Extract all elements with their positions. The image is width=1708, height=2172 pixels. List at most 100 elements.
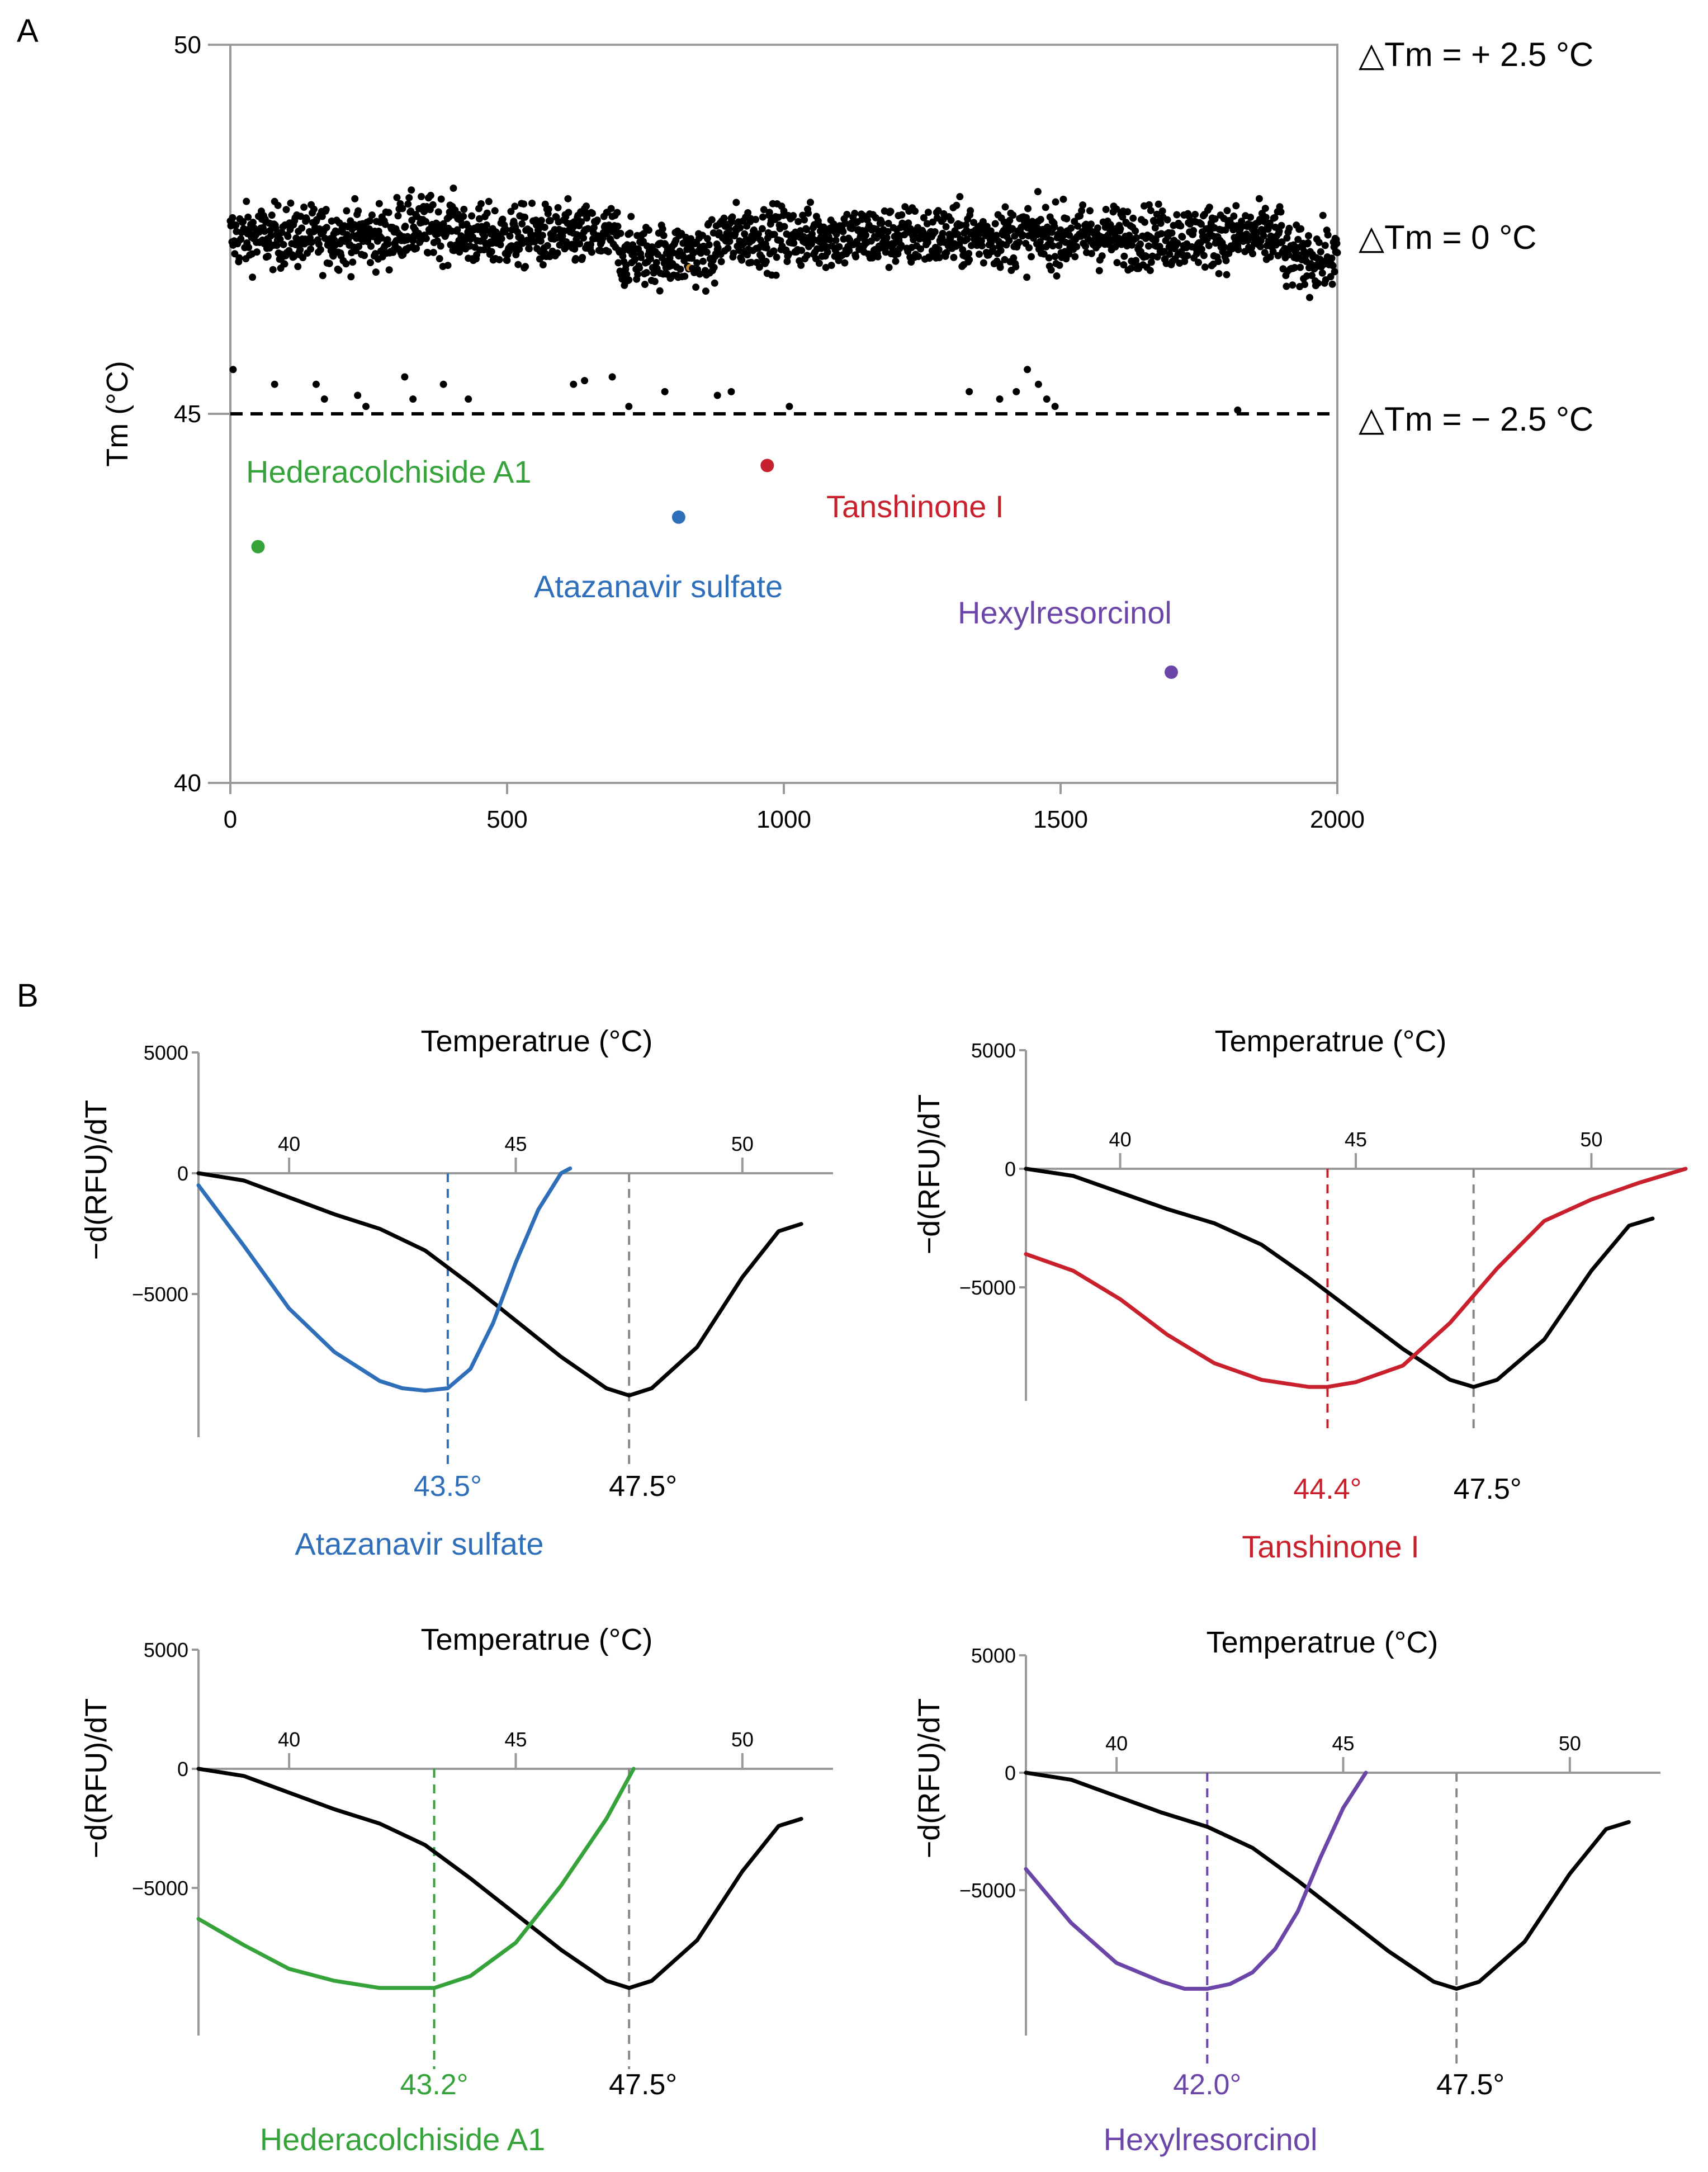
x-tick-label: 0 (224, 806, 237, 833)
data-point (1023, 214, 1030, 221)
data-point (392, 237, 400, 244)
data-point (917, 245, 925, 253)
data-point (1163, 216, 1171, 224)
data-point (959, 246, 967, 254)
data-point (652, 258, 660, 266)
data-point (310, 205, 318, 213)
data-point (965, 249, 973, 257)
data-point (797, 227, 805, 235)
y-tick-label: −5000 (959, 1879, 1016, 1902)
y-tick-label: −5000 (132, 1283, 188, 1306)
data-point (590, 224, 598, 232)
label-hederacolchiside: Hederacolchiside A1 (246, 454, 532, 489)
data-point (539, 261, 547, 268)
data-point (915, 253, 922, 261)
data-point (962, 221, 970, 229)
data-point (1053, 272, 1061, 280)
data-point (1271, 214, 1279, 221)
x-tick-label: 1000 (756, 806, 811, 833)
data-point (623, 271, 631, 278)
data-point (1065, 250, 1073, 258)
data-point (785, 250, 793, 258)
data-point (1142, 252, 1150, 260)
data-point (537, 216, 545, 224)
data-point (805, 209, 812, 217)
data-point (1278, 221, 1285, 229)
data-point (528, 199, 536, 207)
data-point (755, 263, 763, 271)
data-point (1094, 224, 1101, 232)
data-point (482, 221, 490, 229)
data-point (1111, 243, 1119, 251)
data-point (780, 223, 788, 230)
data-point (862, 231, 870, 239)
data-point (1047, 236, 1054, 244)
y-tick-label: −5000 (132, 1877, 188, 1900)
data-point (1113, 259, 1121, 267)
x-tick-label: 40 (1105, 1732, 1128, 1755)
y-tick-label: 50 (174, 31, 201, 59)
subplot-title: Temperatrue (°C) (1207, 1626, 1439, 1659)
data-point (1047, 266, 1055, 274)
data-point (1184, 252, 1191, 259)
data-point (245, 243, 253, 251)
data-point (604, 248, 612, 256)
data-point (815, 259, 823, 267)
x-tick-label: 40 (1109, 1128, 1132, 1151)
subplot-ylabel: −d(RFU)/dT (912, 1698, 946, 1859)
data-point (770, 230, 778, 238)
data-point (835, 243, 843, 251)
compound-name: Hederacolchiside A1 (260, 2122, 546, 2157)
data-point (1256, 243, 1264, 251)
data-point (316, 245, 324, 253)
data-point (711, 279, 718, 287)
data-point (1261, 205, 1269, 213)
data-point (827, 261, 835, 269)
x-tick-label: 500 (486, 806, 527, 833)
data-point (1147, 258, 1155, 266)
data-point (249, 273, 257, 281)
data-point (408, 186, 415, 194)
data-point (659, 225, 666, 233)
data-point (885, 263, 893, 271)
data-point (1045, 254, 1053, 262)
data-point (1328, 254, 1336, 262)
data-point (1042, 204, 1049, 211)
data-point (1173, 211, 1181, 219)
data-point (511, 202, 519, 210)
data-point (1181, 257, 1189, 265)
data-point (1283, 282, 1290, 290)
data-point (760, 206, 768, 214)
subplot-tanshinone: Temperatrue (°C) −d(RFU)/dT 5000 0 −5000 40 45… (912, 1024, 1688, 1564)
data-point (278, 229, 286, 237)
data-point (522, 263, 529, 271)
data-point (910, 236, 917, 244)
data-point (439, 380, 447, 388)
label-tanshinone: Tanshinone I (826, 489, 1004, 524)
data-point (966, 388, 973, 395)
data-point (437, 195, 445, 203)
data-point (883, 234, 891, 242)
data-point (1124, 208, 1132, 216)
data-point (584, 225, 592, 233)
subplot-title: Temperatrue (°C) (421, 1623, 653, 1656)
data-point (1098, 252, 1106, 260)
data-point (1151, 224, 1159, 232)
data-point (1067, 224, 1075, 232)
reference-tm-label: 47.5° (1454, 1473, 1522, 1505)
data-point (1005, 237, 1013, 244)
data-point (1087, 220, 1095, 228)
data-point (1015, 238, 1023, 246)
data-point (1051, 253, 1059, 261)
data-point (889, 245, 897, 253)
data-point (1177, 222, 1185, 230)
data-point (485, 197, 493, 205)
compound-curve (196, 1767, 636, 1990)
data-point (754, 230, 762, 238)
data-point (1314, 279, 1322, 287)
y-tick-label: 5000 (144, 1041, 188, 1064)
data-point (1040, 250, 1048, 258)
data-point (342, 260, 350, 268)
data-point (506, 232, 514, 240)
